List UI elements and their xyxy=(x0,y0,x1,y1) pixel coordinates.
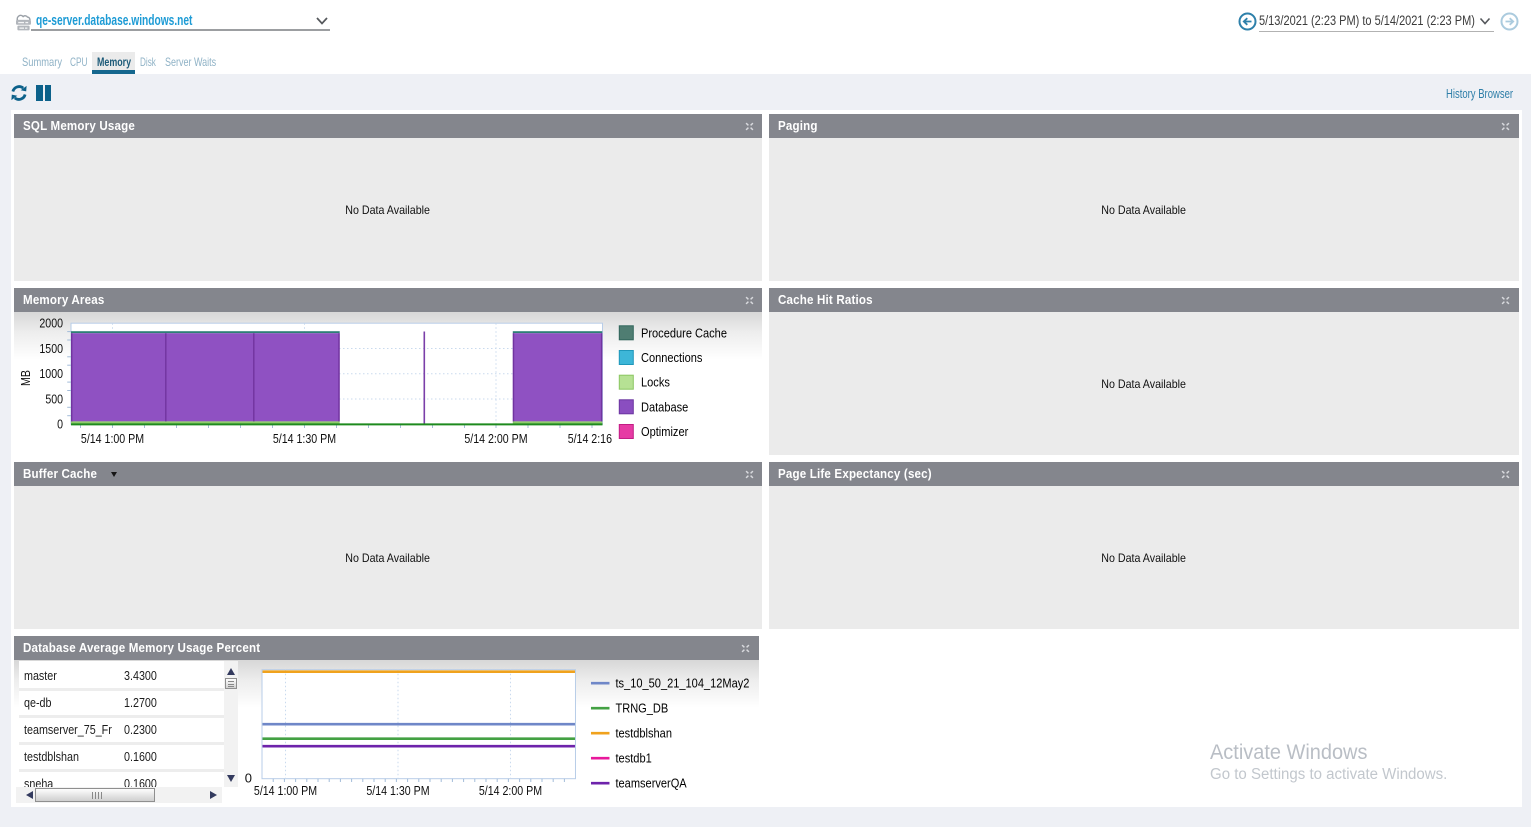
svg-text:5/14 1:00 PM: 5/14 1:00 PM xyxy=(81,432,144,446)
svg-text:ts_10_50_21_104_12May2: ts_10_50_21_104_12May2 xyxy=(615,676,749,691)
svg-text:testdb1: testdb1 xyxy=(615,751,651,766)
svg-text:5/14 1:30 PM: 5/14 1:30 PM xyxy=(366,784,429,798)
svg-text:0: 0 xyxy=(57,418,63,432)
svg-text:testdblshan: testdblshan xyxy=(615,726,671,741)
svg-text:5/14 2:00 PM: 5/14 2:00 PM xyxy=(464,432,527,446)
svg-text:teamserverQA: teamserverQA xyxy=(615,776,686,791)
svg-text:Locks: Locks xyxy=(641,375,670,390)
svg-text:Connections: Connections xyxy=(641,350,703,365)
svg-text:Database: Database xyxy=(641,400,688,415)
svg-text:0: 0 xyxy=(245,771,252,786)
svg-text:MB: MB xyxy=(19,370,33,386)
svg-text:TRNG_DB: TRNG_DB xyxy=(615,701,668,716)
svg-text:5/14 2:16: 5/14 2:16 xyxy=(568,432,612,446)
svg-text:Optimizer: Optimizer xyxy=(641,424,689,439)
svg-text:5/14 1:00 PM: 5/14 1:00 PM xyxy=(254,784,317,798)
svg-text:500: 500 xyxy=(45,393,63,407)
svg-text:5/14 1:30 PM: 5/14 1:30 PM xyxy=(273,432,336,446)
svg-text:1500: 1500 xyxy=(39,342,63,356)
svg-text:Procedure Cache: Procedure Cache xyxy=(641,326,727,341)
svg-text:2000: 2000 xyxy=(39,317,63,331)
svg-text:1000: 1000 xyxy=(39,367,63,381)
svg-text:5/14 2:00 PM: 5/14 2:00 PM xyxy=(479,784,542,798)
